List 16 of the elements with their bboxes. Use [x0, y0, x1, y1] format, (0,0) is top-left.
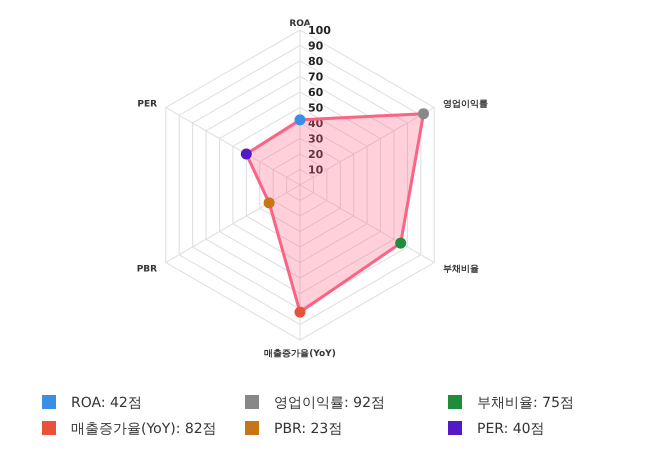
y-tick-label: 30	[308, 132, 324, 146]
y-tick-label: 50	[308, 102, 324, 114]
y-tick-label: 100	[308, 24, 332, 37]
spoke-label: 영업이익률	[442, 100, 488, 110]
y-tick-label: 90	[308, 40, 324, 52]
spoke-label: PBR	[136, 264, 158, 274]
y-tick-label: 10	[308, 164, 324, 176]
y-tick-label: 70	[308, 70, 324, 84]
y-tick-label: 20	[308, 148, 324, 161]
spoke-label: PER	[137, 100, 158, 110]
spoke-label: 부채비율	[442, 264, 479, 274]
notes: ROA: 42점 영업이익률: 92점 부채비율: 75점 매출증가율(YoY): 82점 PBR: 23점 PER: 40점	[42, 395, 574, 437]
y-tick-label: 60	[308, 86, 324, 99]
spoke-label: 매출증가율(YoY)	[264, 348, 336, 359]
spoke-label: ROA	[289, 19, 311, 29]
y-tick-label: 80	[308, 55, 324, 68]
